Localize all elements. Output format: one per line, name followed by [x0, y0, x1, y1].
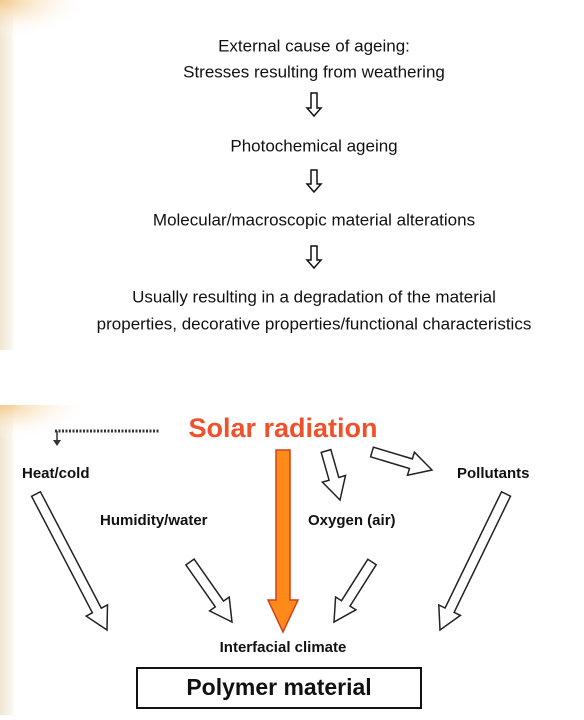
step-text: Usually resulting in a degradation of th… — [132, 287, 496, 306]
source-label: Solar radiation — [188, 413, 377, 443]
influence-arrow — [333, 558, 378, 624]
dotted-arrow-head — [53, 440, 61, 446]
flow-arrow — [305, 92, 323, 118]
panel-strip — [0, 405, 13, 715]
factor-label: Oxygen (air) — [308, 512, 396, 529]
material-box — [136, 667, 422, 709]
factor-label: Humidity/water — [100, 512, 208, 529]
step-text: Molecular/macroscopic material alteratio… — [153, 210, 475, 229]
step-text: properties, decorative properties/functi… — [97, 314, 532, 333]
interface-label: Interfacial climate — [220, 639, 347, 656]
panel-glow — [0, 405, 90, 440]
flow-arrow — [305, 245, 323, 270]
panel-strip — [0, 0, 13, 350]
panel-glow — [0, 0, 90, 40]
step-text: Stresses resulting from weathering — [183, 62, 445, 81]
factor-label: Heat/cold — [22, 465, 90, 482]
influence-arrow — [184, 558, 233, 624]
step-text: Photochemical ageing — [230, 136, 397, 155]
factor-label: Pollutants — [457, 465, 530, 482]
step-text: External cause of ageing: — [218, 36, 410, 55]
flow-arrow — [305, 169, 323, 194]
influence-arrow — [30, 490, 109, 632]
influence-arrow — [437, 490, 512, 632]
radiation-arrow — [266, 449, 300, 634]
influence-arrow — [369, 446, 434, 477]
influence-arrow — [320, 448, 347, 502]
material-label: Polymer material — [186, 674, 371, 700]
